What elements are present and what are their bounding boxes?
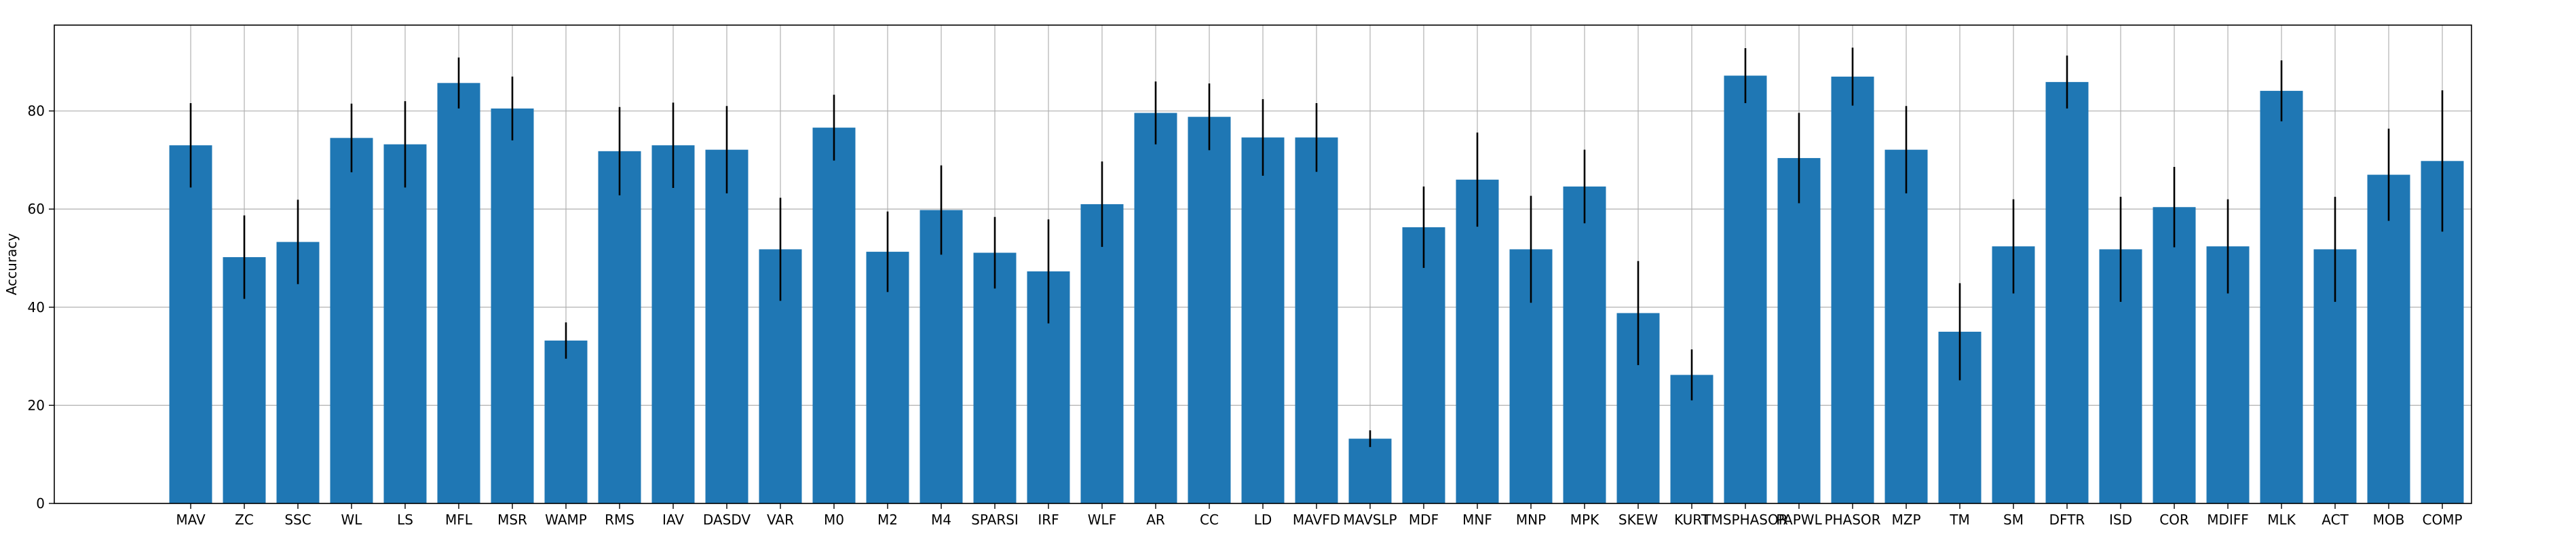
x-tick-label: M2 bbox=[877, 512, 898, 528]
y-tick-label: 0 bbox=[36, 495, 45, 512]
x-tick-label: TM bbox=[1949, 512, 1969, 528]
x-tick-label: MAVFD bbox=[1293, 512, 1340, 528]
bar-mfl bbox=[437, 83, 480, 504]
error-bar-layer bbox=[189, 47, 2444, 447]
x-tick-label: M0 bbox=[824, 512, 844, 528]
x-tick-label: MSR bbox=[497, 512, 527, 528]
x-tick-label: SKEW bbox=[1618, 512, 1658, 528]
x-tick-label: MNF bbox=[1462, 512, 1492, 528]
x-tick-label: VAR bbox=[767, 512, 794, 528]
x-tick-label: WLF bbox=[1088, 512, 1116, 528]
bar-mob bbox=[2367, 174, 2410, 503]
bar-dasdv bbox=[705, 149, 749, 503]
y-axis-label: Accuracy bbox=[3, 233, 20, 295]
bar-rms bbox=[598, 151, 641, 504]
tick-layer: 0 20 40 60 80 MAV ZC SSC WL LS MFL MSR WAMP RMS IAV DAS… bbox=[28, 103, 2463, 528]
x-tick-label: DASDV bbox=[703, 512, 751, 528]
bar-cc bbox=[1188, 117, 1231, 503]
bar-phasor bbox=[1831, 76, 1874, 503]
x-tick-label: MPK bbox=[1570, 512, 1599, 528]
bar-tmsphasor bbox=[1724, 75, 1767, 503]
bar-mav bbox=[169, 145, 212, 504]
x-tick-label: MFL bbox=[445, 512, 473, 528]
bar-mlk bbox=[2260, 90, 2303, 503]
bar-wamp bbox=[544, 340, 588, 503]
x-tick-label: CC bbox=[1200, 512, 1219, 528]
bar-cor bbox=[2153, 207, 2196, 503]
bar-m4 bbox=[920, 210, 963, 503]
x-tick-label: COR bbox=[2159, 512, 2189, 528]
bar-m0 bbox=[812, 128, 856, 504]
x-tick-label: RMS bbox=[605, 512, 634, 528]
y-tick-label: 80 bbox=[28, 103, 45, 119]
bar-mpk bbox=[1563, 186, 1606, 503]
x-tick-label: TMSPHASOR bbox=[1702, 512, 1787, 528]
x-tick-label: ISD bbox=[2109, 512, 2132, 528]
x-tick-label: LD bbox=[1254, 512, 1272, 528]
bar-wl bbox=[330, 138, 373, 504]
bar-ld bbox=[1241, 137, 1285, 504]
x-tick-label: MZP bbox=[1891, 512, 1920, 528]
bar-m2 bbox=[866, 252, 909, 503]
bar-ls bbox=[383, 144, 427, 503]
x-tick-label: LS bbox=[397, 512, 413, 528]
bar-mavslp bbox=[1348, 438, 1392, 503]
bar-ar bbox=[1134, 113, 1177, 503]
bar-mnf bbox=[1456, 179, 1499, 503]
x-tick-label: MAVSLP bbox=[1343, 512, 1397, 528]
x-tick-label: WAMP bbox=[545, 512, 587, 528]
x-tick-label: IRF bbox=[1038, 512, 1059, 528]
x-tick-label: MDIFF bbox=[2207, 512, 2249, 528]
x-tick-label: M4 bbox=[931, 512, 951, 528]
x-tick-label: MAV bbox=[176, 512, 206, 528]
bar-ssc bbox=[276, 242, 320, 503]
bar-wlf bbox=[1080, 204, 1124, 503]
x-tick-label: AR bbox=[1146, 512, 1165, 528]
bar-layer bbox=[169, 75, 2464, 504]
bar-iav bbox=[651, 145, 695, 504]
x-tick-label: KURT bbox=[1674, 512, 1710, 528]
x-tick-label: SSC bbox=[284, 512, 311, 528]
x-tick-label: MNP bbox=[1516, 512, 1546, 528]
x-tick-label: PHASOR bbox=[1824, 512, 1880, 528]
x-tick-label: ACT bbox=[2322, 512, 2349, 528]
x-tick-label: SM bbox=[2003, 512, 2024, 528]
x-tick-label: MOB bbox=[2373, 512, 2405, 528]
x-tick-label: IAV bbox=[662, 512, 684, 528]
bar-mdf bbox=[1402, 227, 1445, 503]
x-tick-label: SPARSI bbox=[971, 512, 1019, 528]
x-tick-label: MDF bbox=[1409, 512, 1439, 528]
bar-mzp bbox=[1884, 149, 1928, 503]
x-tick-label: DFTR bbox=[2049, 512, 2085, 528]
y-tick-label: 20 bbox=[28, 397, 45, 413]
x-tick-label: PAPWL bbox=[1776, 512, 1822, 528]
bar-mavfd bbox=[1295, 137, 1338, 504]
x-tick-label: MLK bbox=[2267, 512, 2296, 528]
y-tick-label: 60 bbox=[28, 201, 45, 217]
bar-papwl bbox=[1777, 157, 1821, 503]
x-tick-label: WL bbox=[341, 512, 363, 528]
y-tick-label: 40 bbox=[28, 299, 45, 315]
bar-sparsi bbox=[973, 252, 1017, 503]
x-tick-label: ZC bbox=[235, 512, 254, 528]
x-tick-label: COMP bbox=[2422, 512, 2462, 528]
bar-msr bbox=[491, 108, 534, 503]
bar-dftr bbox=[2045, 81, 2089, 503]
